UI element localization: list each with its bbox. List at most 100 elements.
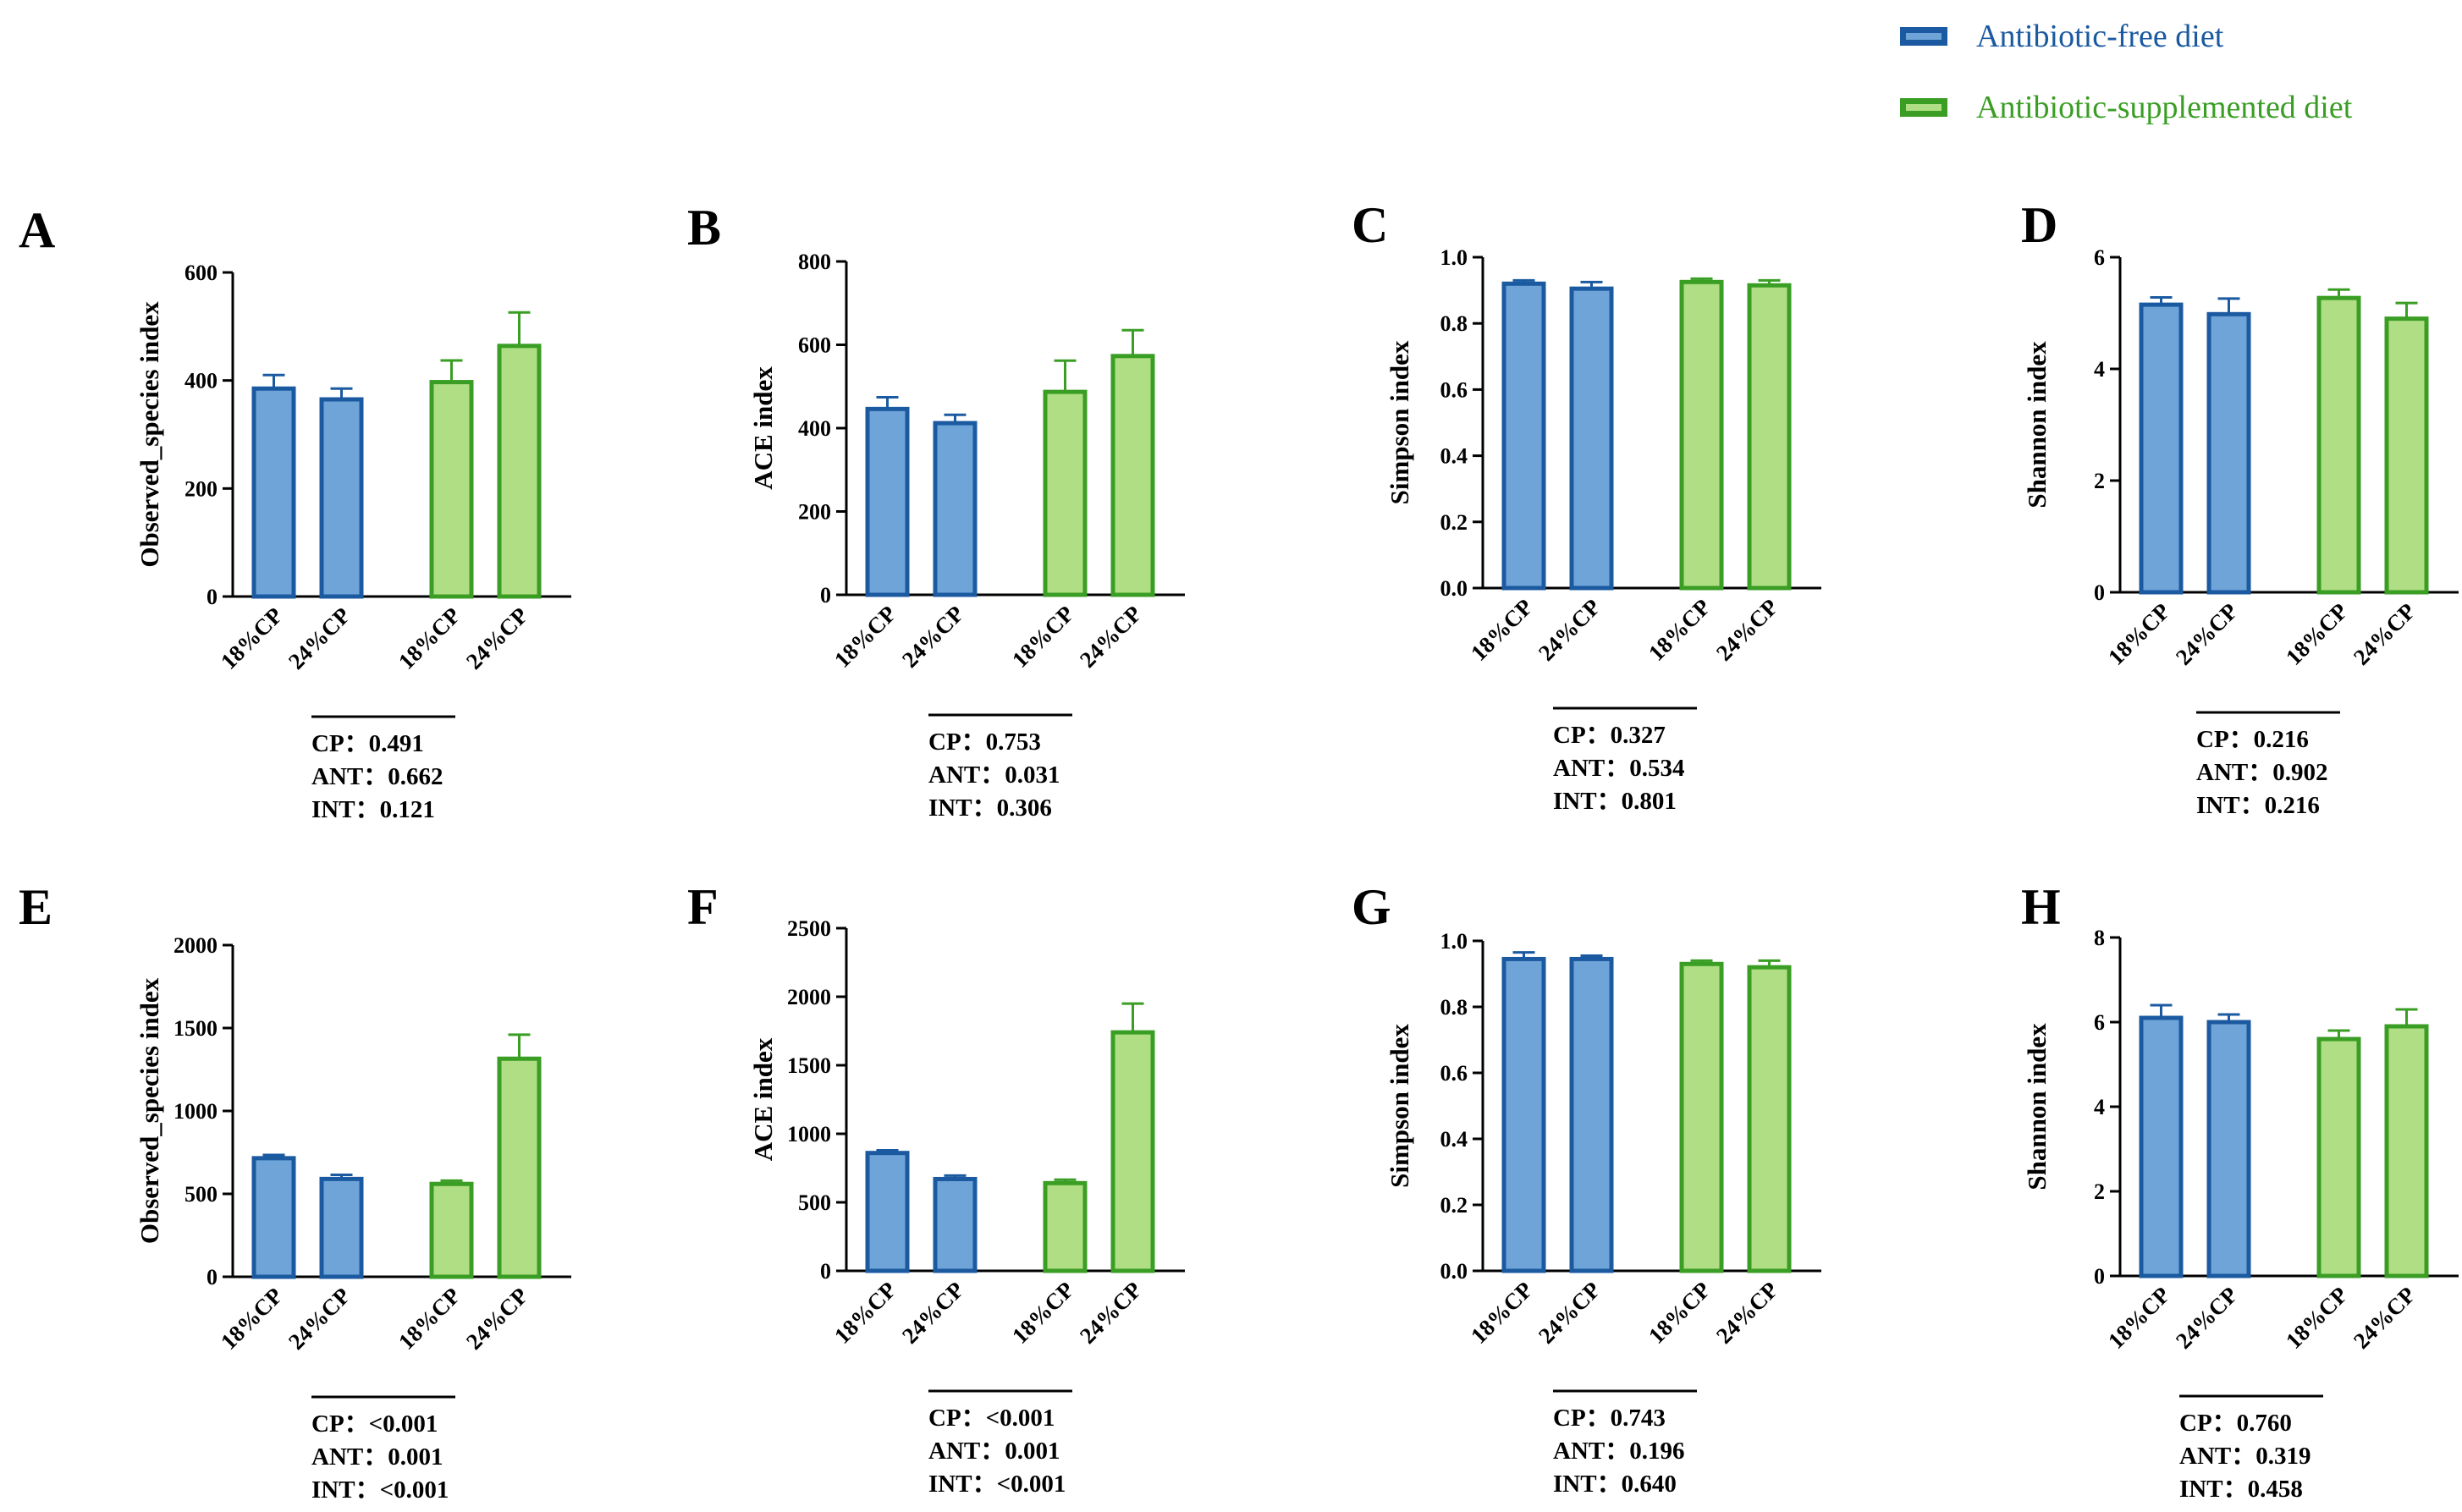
y-tick-label: 4 [2094,1095,2105,1119]
stats-line: ANT：0.031 [928,761,1060,789]
y-tick-label: 0.0 [1440,1259,1468,1284]
legend-label-antibiotic-free: Antibiotic-free diet [1976,19,2224,54]
bar [429,1181,474,1279]
x-tick-label: 18%CP [1466,594,1538,666]
y-tick-label: 0.6 [1440,1061,1468,1086]
bar [2384,1024,2429,1278]
y-axis-label: Shannon index [2022,341,2052,509]
legend-swatch-antibiotic-free [1900,27,1947,46]
panel-letter: B [687,200,721,256]
y-tick-label: 1500 [173,1016,218,1041]
stats-line: ANT：0.319 [2179,1443,2311,1470]
y-axis-label: Observed_species index [135,977,164,1244]
stats-line: CP：0.327 [1553,722,1666,749]
stats-line: CP：<0.001 [311,1410,438,1438]
y-tick-label: 1500 [787,1053,831,1078]
x-tick-label: 24%CP [1711,594,1783,666]
stats-line: ANT：0.001 [311,1443,443,1471]
bar [497,1056,542,1279]
x-tick-label: 18%CP [394,602,465,674]
y-tick-label: 0 [2094,1264,2105,1289]
bar [1110,354,1155,597]
x-tick-label: 24%CP [461,1283,533,1355]
panel-letter: E [19,879,52,935]
y-tick-label: 2000 [787,985,831,1009]
stats-line: INT：0.458 [2179,1476,2303,1503]
y-tick-label: 0.2 [1440,1193,1468,1218]
y-tick-label: 600 [798,333,831,358]
y-tick-label: 6 [2094,1010,2105,1035]
bar [1679,279,1724,591]
x-tick-label: 24%CP [1075,601,1147,673]
bar [2206,311,2251,595]
bar [2316,295,2361,595]
bar [2139,302,2184,595]
x-tick-label: 18%CP [1007,601,1079,673]
x-tick-label: 24%CP [2349,598,2421,670]
y-tick-label: 0 [2094,580,2105,605]
y-tick-label: 600 [185,261,218,285]
x-tick-label: 24%CP [1075,1277,1147,1349]
stats-line: ANT：0.534 [1553,755,1684,782]
x-tick-label: 18%CP [2281,1282,2353,1354]
bar [1501,956,1546,1273]
y-tick-label: 1.0 [1440,245,1468,270]
x-tick-label: 24%CP [1711,1277,1783,1349]
bar [933,1176,978,1273]
bar [497,344,542,599]
bar [251,386,296,599]
y-tick-label: 400 [798,416,831,441]
bar [319,1176,364,1279]
legend: Antibiotic-free diet Antibiotic-suppleme… [1900,15,2442,134]
y-tick-label: 0.4 [1440,1127,1468,1152]
y-tick-label: 2000 [173,933,218,958]
y-tick-label: 1000 [787,1122,831,1146]
x-tick-label: 18%CP [1644,1277,1716,1349]
bar [865,406,910,597]
y-tick-label: 1.0 [1440,929,1468,954]
x-tick-label: 24%CP [284,1283,355,1355]
bar [865,1151,910,1273]
x-tick-label: 18%CP [1466,1277,1538,1349]
bar [1043,389,1088,597]
bar [1569,956,1614,1273]
x-tick-label: 24%CP [897,601,969,673]
y-tick-label: 800 [798,250,831,274]
y-tick-label: 0 [207,1265,218,1289]
y-tick-label: 0.6 [1440,377,1468,402]
stats-line: CP：0.491 [311,730,424,757]
stats-line: CP：0.743 [1553,1405,1666,1432]
x-tick-label: 18%CP [2281,598,2353,670]
stats-line: ANT：0.662 [311,763,443,790]
x-tick-label: 18%CP [1007,1277,1079,1349]
x-tick-label: 18%CP [216,1283,288,1355]
x-tick-label: 18%CP [216,602,288,674]
y-tick-label: 2 [2094,1179,2105,1204]
y-tick-label: 2 [2094,469,2105,493]
bar [2384,316,2429,595]
y-tick-label: 200 [798,500,831,525]
panel-letter: D [2021,197,2057,253]
y-axis-label: ACE index [748,366,778,490]
y-tick-label: 400 [185,369,218,393]
legend-label-antibiotic-supplemented: Antibiotic-supplemented diet [1976,90,2353,125]
stats-line: INT：0.306 [928,794,1052,822]
bar [1679,961,1724,1273]
bar [1747,965,1792,1273]
bar [1501,281,1546,591]
y-tick-label: 0 [207,585,218,609]
y-tick-label: 0.8 [1440,995,1468,1020]
y-tick-label: 1000 [173,1099,218,1124]
stats-line: INT：0.640 [1553,1471,1677,1498]
stats-line: CP：0.216 [2196,726,2309,753]
stats-line: CP：<0.001 [928,1405,1055,1432]
bar [1569,286,1614,591]
x-tick-label: 24%CP [1534,594,1606,666]
panel-letter: A [19,202,55,258]
bar [2139,1015,2184,1278]
x-tick-label: 18%CP [829,601,901,673]
